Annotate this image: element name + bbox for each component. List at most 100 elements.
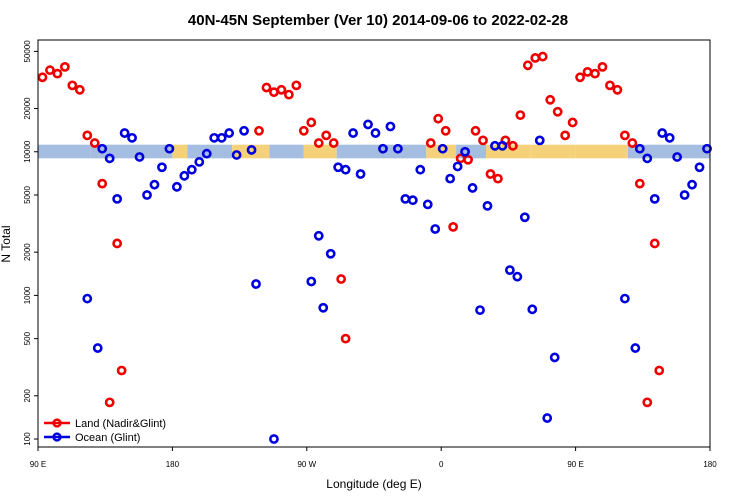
legend-land-label: Land (Nadir&Glint) xyxy=(75,418,166,430)
ocean-point xyxy=(127,132,137,143)
land-point xyxy=(336,274,347,284)
land-point xyxy=(340,333,351,344)
ocean-point xyxy=(92,343,103,353)
ocean-point xyxy=(504,265,515,276)
ocean-point xyxy=(634,143,645,154)
ocean-point xyxy=(392,143,403,154)
ocean-point xyxy=(672,152,683,162)
land-point xyxy=(67,80,78,91)
ocean-point xyxy=(657,128,668,138)
land-point xyxy=(597,61,608,72)
land-point xyxy=(575,72,585,83)
ocean-point xyxy=(378,143,388,154)
y-tick-label: 500 xyxy=(23,331,32,345)
ocean-series xyxy=(82,119,712,444)
ocean-point xyxy=(104,153,115,164)
land-point xyxy=(298,125,309,136)
ocean-point xyxy=(325,248,336,259)
land-point xyxy=(619,130,630,141)
ocean-point xyxy=(157,162,167,173)
ocean-point xyxy=(452,161,463,172)
ocean-point xyxy=(619,293,630,304)
land-point xyxy=(59,61,70,72)
land-point xyxy=(37,72,48,83)
land-point xyxy=(97,178,108,189)
ocean-point xyxy=(642,153,653,164)
y-tick-label: 1000 xyxy=(23,286,32,304)
ocean-point xyxy=(630,343,641,353)
ocean-point xyxy=(542,413,553,423)
y-tick-label: 2000 xyxy=(23,243,32,261)
ocean-point xyxy=(216,132,227,143)
ocean-point xyxy=(694,162,705,173)
land-point xyxy=(485,169,496,179)
ocean-point xyxy=(497,140,508,151)
ocean-point xyxy=(269,434,279,444)
land-point xyxy=(52,68,63,79)
ocean-point xyxy=(355,169,366,179)
ocean-point xyxy=(370,128,381,138)
land-point xyxy=(116,365,127,376)
x-axis-label: Longitude (deg E) xyxy=(326,477,421,491)
x-tick-label: 180 xyxy=(703,460,717,469)
land-point xyxy=(321,130,332,141)
chart-title: 40N-45N September (Ver 10) 2014-09-06 to… xyxy=(188,12,568,29)
land-point xyxy=(470,125,481,136)
plot-frame xyxy=(37,39,711,448)
x-tick-label: 90 E xyxy=(30,460,46,469)
land-series xyxy=(37,51,665,408)
land-point xyxy=(649,238,660,249)
land-point xyxy=(89,138,100,148)
ocean-point xyxy=(475,305,485,315)
land-point xyxy=(306,117,317,128)
legend-land-marker xyxy=(52,418,62,428)
land-point xyxy=(104,397,115,408)
x-tick-label: 90 W xyxy=(297,460,316,469)
land-point xyxy=(448,221,459,232)
ocean-point xyxy=(407,195,418,206)
land-point xyxy=(269,87,279,98)
y-axis-label: N Total xyxy=(0,225,13,262)
ocean-point xyxy=(512,271,523,282)
band-segment xyxy=(530,144,576,159)
land-point xyxy=(493,173,503,184)
ocean-point xyxy=(422,199,433,210)
band-segment xyxy=(441,144,457,159)
x-tick-label: 90 E xyxy=(567,460,583,469)
ocean-point xyxy=(149,179,160,190)
ocean-point xyxy=(549,352,560,363)
land-point xyxy=(552,106,563,117)
land-point xyxy=(537,51,548,62)
land-point xyxy=(478,135,488,146)
ocean-point xyxy=(649,193,660,204)
ocean-point xyxy=(224,128,235,138)
ocean-point xyxy=(134,152,145,162)
land-point xyxy=(627,138,638,148)
land-point xyxy=(560,130,571,141)
land-point xyxy=(522,60,533,71)
ocean-point xyxy=(534,135,545,146)
ocean-point xyxy=(702,143,712,154)
ocean-point xyxy=(348,128,358,138)
y-tick-label: 200 xyxy=(23,389,32,403)
legend-ocean-label: Ocean (Glint) xyxy=(75,432,140,444)
ocean-point xyxy=(246,145,257,155)
ocean-point xyxy=(318,302,329,313)
y-tick-label: 20000 xyxy=(23,97,32,120)
land-point xyxy=(605,80,615,91)
land-point xyxy=(433,113,444,124)
ocean-point xyxy=(119,128,130,138)
land-point xyxy=(590,68,600,79)
ocean-point xyxy=(460,146,470,157)
land-point xyxy=(582,66,593,77)
x-tick-label: 180 xyxy=(166,460,180,469)
land-point xyxy=(515,110,526,121)
legend-ocean-marker xyxy=(52,432,62,442)
ocean-point xyxy=(142,190,152,200)
land-point xyxy=(654,365,665,376)
ocean-point xyxy=(164,143,175,154)
land-point xyxy=(82,130,93,141)
x-axis-ticks: 90 E 180 90 W 0 90 E 180 xyxy=(30,447,717,469)
data-points xyxy=(37,51,712,444)
